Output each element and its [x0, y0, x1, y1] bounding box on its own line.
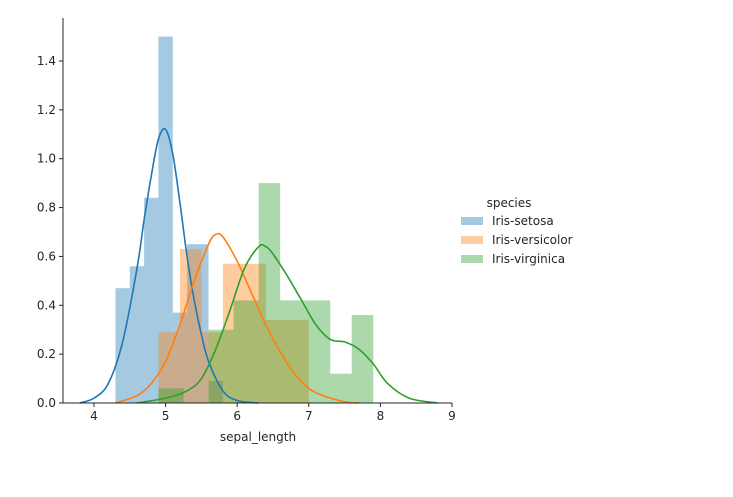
bar-iris-virginica-7 — [330, 373, 352, 403]
y-tick-label-7: 1.4 — [37, 54, 56, 68]
y-tick-label-3: 0.6 — [37, 249, 56, 263]
x-tick-label-8: 8 — [377, 409, 385, 423]
x-tick-label-9: 9 — [448, 409, 456, 423]
bar-iris-versicolor-4 — [244, 263, 266, 403]
kde-line-iris-virginica — [136, 243, 438, 404]
y-tick-label-1: 0.2 — [37, 347, 56, 361]
bar-iris-versicolor-0 — [158, 332, 180, 403]
x-tick-label-5: 5 — [162, 409, 170, 423]
bar-iris-virginica-6 — [305, 300, 331, 403]
bar-iris-virginica-0 — [158, 388, 184, 403]
bar-iris-virginica-8 — [351, 315, 374, 403]
bar-iris-versicolor-6 — [287, 319, 309, 403]
y-tick-label-5: 1.0 — [37, 152, 56, 166]
legend-label-iris-virginica: Iris-virginica — [492, 252, 565, 266]
bar-iris-versicolor-2 — [201, 332, 223, 403]
bar-iris-virginica-5 — [280, 300, 306, 403]
y-ticks: 0.0 0.2 0.4 0.6 0.8 1.0 1.2 1.4 — [37, 54, 63, 410]
kde-curves — [79, 128, 438, 404]
axes — [62, 18, 452, 404]
x-tick-label-7: 7 — [305, 409, 313, 423]
bar-iris-setosa-2 — [144, 197, 159, 403]
bar-iris-setosa-1 — [129, 266, 145, 403]
legend-swatch-iris-virginica — [461, 255, 483, 263]
x-ticks: 4 5 6 7 8 9 — [90, 403, 456, 423]
legend: species Iris-setosa Iris-versicolor Iris-v… — [461, 196, 573, 266]
x-axis-label: sepal_length — [220, 430, 296, 444]
legend-swatch-iris-setosa — [461, 217, 483, 225]
bar-iris-versicolor-1 — [179, 249, 202, 403]
histogram-bars — [115, 36, 374, 403]
y-tick-label-6: 1.2 — [37, 103, 56, 117]
y-tick-label-0: 0.0 — [37, 396, 56, 410]
bar-iris-versicolor-3 — [222, 263, 245, 403]
bar-iris-virginica-2 — [208, 329, 234, 403]
bar-iris-setosa-3 — [158, 36, 173, 403]
bar-iris-virginica-3 — [233, 300, 259, 403]
y-tick-label-2: 0.4 — [37, 298, 56, 312]
bar-iris-virginica-4 — [258, 183, 281, 403]
y-tick-label-4: 0.8 — [37, 201, 56, 215]
bar-iris-versicolor-5 — [265, 319, 288, 403]
x-tick-label-6: 6 — [233, 409, 241, 423]
bar-iris-setosa-0 — [115, 288, 130, 403]
x-tick-label-4: 4 — [90, 409, 98, 423]
kde-line-iris-versicolor — [115, 232, 359, 404]
legend-title: species — [487, 196, 532, 210]
legend-label-iris-setosa: Iris-setosa — [492, 214, 554, 228]
legend-swatch-iris-versicolor — [461, 236, 483, 244]
legend-label-iris-versicolor: Iris-versicolor — [492, 233, 573, 247]
